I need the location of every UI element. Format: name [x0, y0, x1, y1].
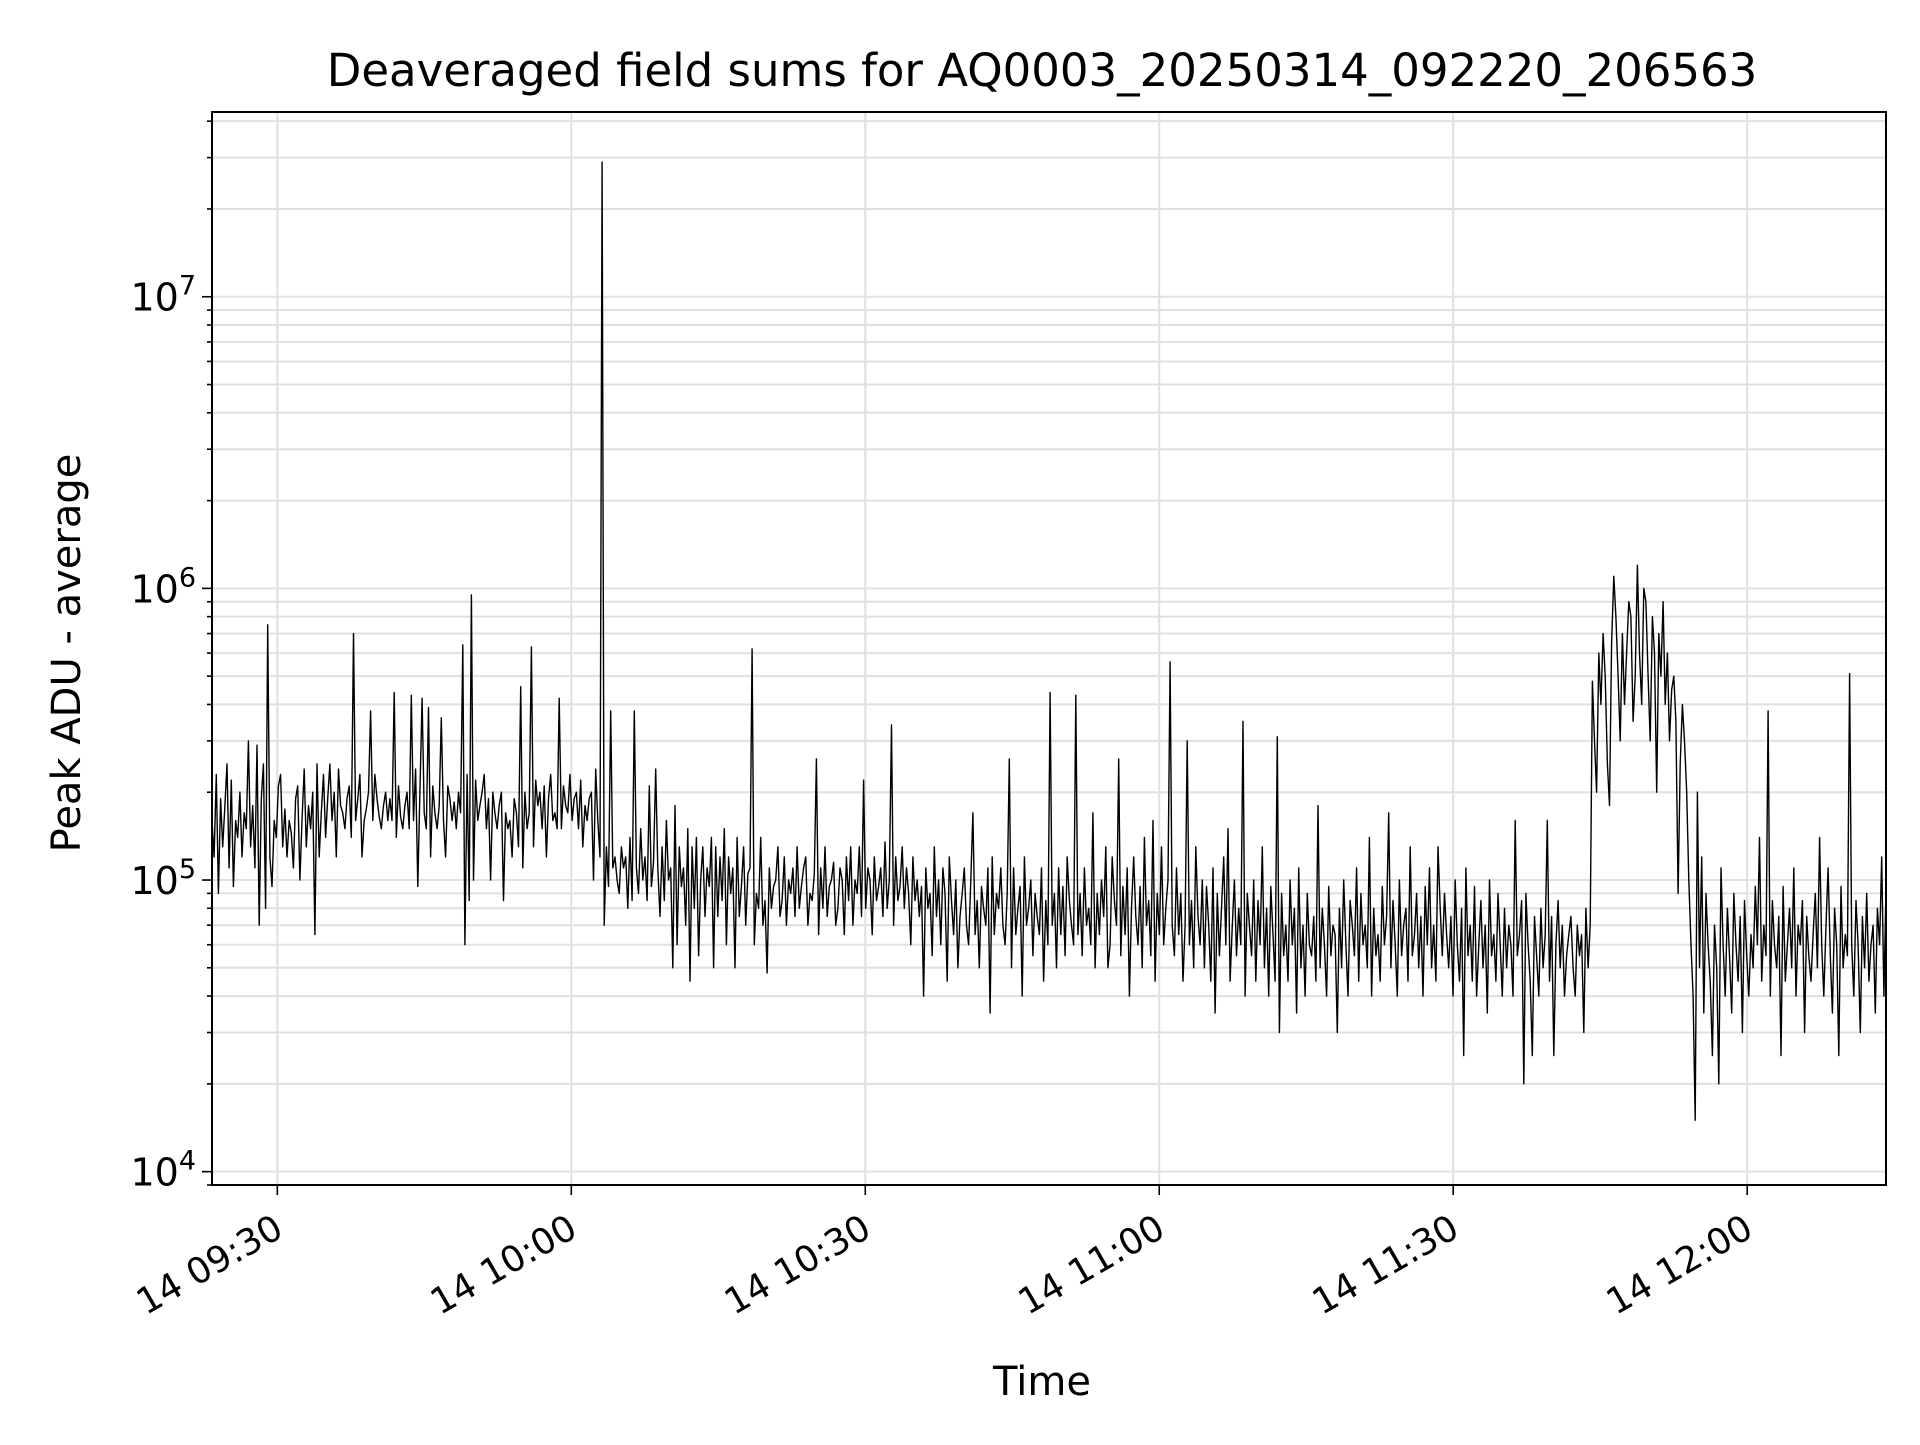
y-tick-label: 107 [130, 271, 196, 320]
y-axis-label: Peak ADU - average [44, 454, 90, 853]
y-tick-label: 106 [130, 562, 196, 611]
plot-frame [211, 111, 1887, 1186]
x-axis-label: Time [992, 1359, 1091, 1405]
chart-title: Deaveraged field sums for AQ0003_2025031… [327, 44, 1758, 97]
y-tick-label: 104 [130, 1146, 196, 1195]
data-layer [211, 161, 1887, 1122]
series-line [211, 161, 1887, 1122]
y-tick-label: 105 [130, 854, 196, 903]
